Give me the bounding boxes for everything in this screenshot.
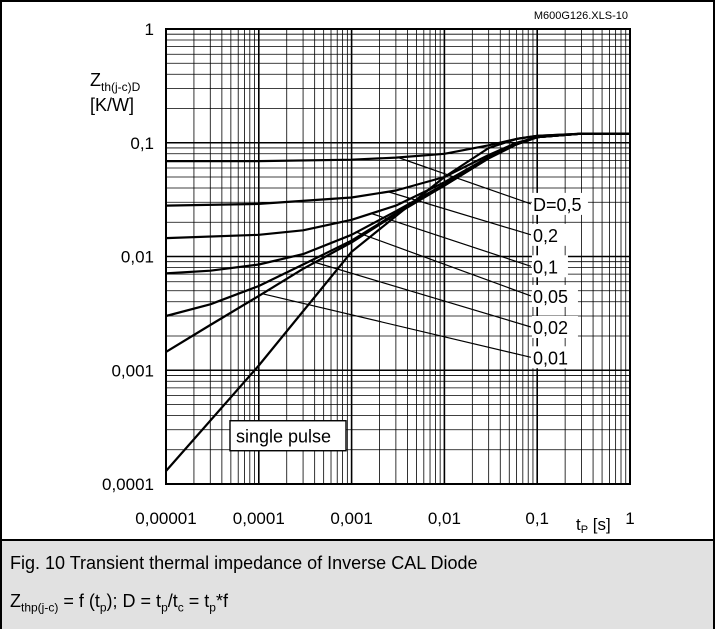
x-tick-label: 0,1 bbox=[525, 509, 549, 528]
x-tick-label: 1 bbox=[625, 509, 634, 528]
formula-p1: p bbox=[99, 600, 107, 615]
formula-p2: p bbox=[161, 600, 168, 615]
x-axis-label-unit: [s] bbox=[588, 515, 611, 534]
figure-caption-formula: Zthp(j-c) = f (tp); D = tp/tc = tp*f bbox=[10, 591, 228, 615]
x-tick-label: 0,001 bbox=[330, 509, 373, 528]
x-tick-label: 0,0001 bbox=[233, 509, 285, 528]
y-axis-unit: [K/W] bbox=[90, 95, 134, 115]
formula-c-sub: c bbox=[177, 600, 184, 615]
x-axis-label-sub: P bbox=[581, 524, 588, 536]
annotation-label: 0,2 bbox=[533, 226, 558, 246]
annotation-leader-line bbox=[388, 191, 532, 236]
formula-z: Z bbox=[10, 591, 21, 611]
series-line bbox=[165, 132, 630, 472]
plot-border bbox=[165, 28, 631, 485]
annotation-label: 0,05 bbox=[533, 287, 568, 307]
chart: D=0,5 0,2 0,1 0,05 0,02 0,01 single pulse 0,000… bbox=[90, 10, 635, 536]
y-tick-label: 0,001 bbox=[111, 361, 154, 380]
annotation-label-bg bbox=[531, 192, 588, 215]
formula-e: *f bbox=[215, 591, 228, 611]
annotation-leader-line bbox=[398, 157, 532, 205]
annotation-label-bg bbox=[531, 284, 578, 307]
x-tick-label: 0,00001 bbox=[135, 509, 196, 528]
annotation-leader-line bbox=[370, 212, 532, 267]
formula-b: ); D = t bbox=[106, 591, 162, 611]
annotation-label-bg bbox=[531, 223, 568, 246]
series-line bbox=[165, 132, 630, 353]
figure-caption-title: Fig. 10 Transient thermal impedance of I… bbox=[10, 553, 478, 573]
formula-d: = t bbox=[183, 591, 210, 611]
formula-a: = f (t bbox=[58, 591, 100, 611]
annotation-leader-line bbox=[309, 260, 532, 328]
formula-z-sub: thp(j-c) bbox=[21, 600, 59, 615]
y-tick-label: 0,1 bbox=[130, 134, 154, 153]
annotation-label: 0,1 bbox=[533, 257, 558, 277]
y-tick-label: 0,0001 bbox=[102, 475, 154, 494]
x-axis-label-main: t bbox=[576, 515, 581, 534]
y-axis-label-sub: th(j-c)D bbox=[101, 80, 141, 94]
annotation-label: 0,02 bbox=[533, 318, 568, 338]
x-axis-label: tP [s] bbox=[576, 515, 611, 536]
annotation-label: 0,01 bbox=[533, 348, 568, 368]
source-label: M600G126.XLS-10 bbox=[534, 10, 628, 22]
annotation-label-bg bbox=[531, 255, 568, 278]
y-axis-label-main: Z bbox=[90, 70, 101, 90]
annotation-box bbox=[229, 420, 347, 452]
annotation-label: D=0,5 bbox=[533, 195, 582, 215]
annotation-label-bg bbox=[531, 316, 578, 339]
formula-c: /t bbox=[167, 591, 178, 611]
annotation-label-bg bbox=[531, 346, 578, 369]
y-tick-label: 0,01 bbox=[121, 248, 154, 267]
annotation-label: single pulse bbox=[236, 427, 331, 447]
x-tick-label: 0,01 bbox=[428, 509, 461, 528]
formula-p3: p bbox=[209, 600, 216, 615]
annotation-leader-line bbox=[355, 231, 532, 297]
y-tick-label: 1 bbox=[145, 20, 154, 39]
caption-panel: Fig. 10 Transient thermal impedance of I… bbox=[2, 539, 713, 629]
y-axis-label: Zth(j-c)D bbox=[90, 70, 141, 94]
